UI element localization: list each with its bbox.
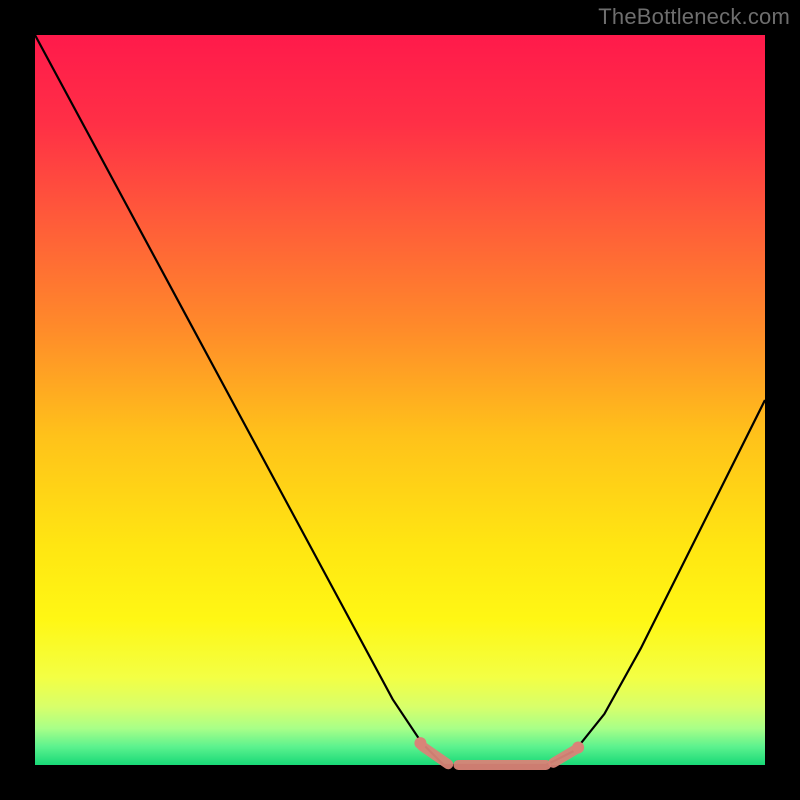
bottleneck-chart-svg: [0, 0, 800, 800]
chart-canvas: TheBottleneck.com: [0, 0, 800, 800]
highlight-end-dot: [572, 741, 584, 753]
watermark-text: TheBottleneck.com: [598, 4, 790, 30]
highlight-end-dot: [414, 737, 426, 749]
plot-background: [35, 35, 765, 765]
